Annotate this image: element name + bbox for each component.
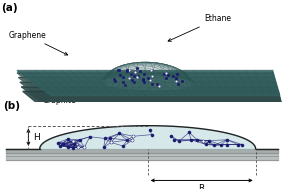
Text: (a): (a) <box>1 3 18 13</box>
Text: R: R <box>199 184 205 189</box>
Text: Graphene: Graphene <box>9 31 68 55</box>
Polygon shape <box>23 91 284 119</box>
Polygon shape <box>17 73 280 101</box>
Polygon shape <box>21 87 284 115</box>
Text: H: H <box>34 133 40 142</box>
Text: Graphite: Graphite <box>43 87 96 105</box>
Text: (b): (b) <box>3 101 20 111</box>
Polygon shape <box>18 77 281 105</box>
Text: Ethane: Ethane <box>168 14 231 41</box>
Polygon shape <box>20 82 283 110</box>
Polygon shape <box>40 126 256 149</box>
Polygon shape <box>17 70 280 96</box>
